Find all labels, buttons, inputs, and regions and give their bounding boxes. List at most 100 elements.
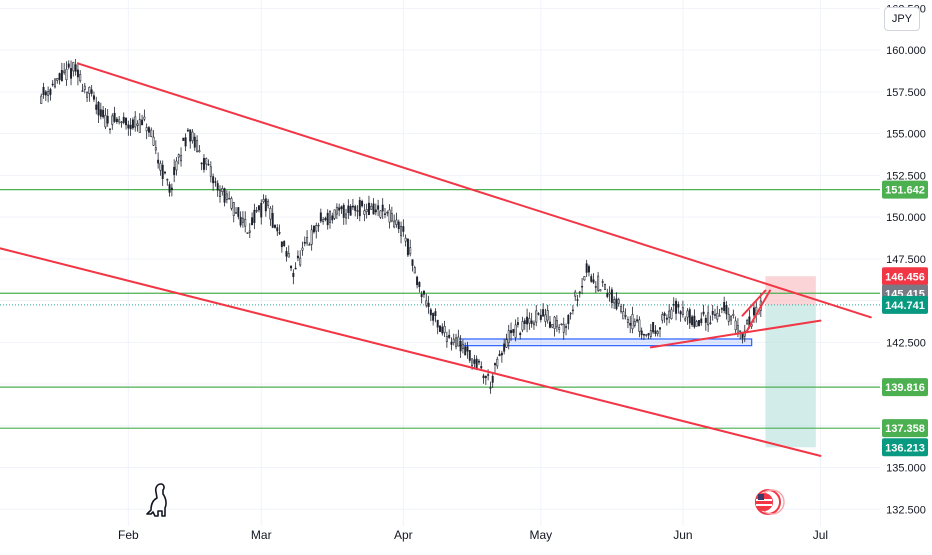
candle [583, 275, 586, 281]
candle-body [278, 232, 281, 234]
candle-body [329, 211, 331, 223]
price-label: 146.456 [882, 267, 928, 286]
candle [530, 312, 533, 328]
candle-body [480, 366, 483, 369]
price-label: 136.213 [882, 438, 928, 457]
candle-body [528, 318, 531, 324]
candle-body [484, 375, 487, 379]
candle [393, 214, 396, 229]
candle-body [473, 359, 476, 364]
candle-body [610, 289, 613, 303]
candle [496, 356, 499, 369]
candle-body [723, 302, 726, 311]
price-label: 151.642 [882, 180, 928, 199]
candle-body [157, 159, 160, 164]
candle-body [597, 275, 600, 291]
candle [574, 289, 577, 301]
y-tick-label: 142.500 [886, 337, 926, 349]
candle [397, 219, 400, 234]
candle-body [118, 119, 121, 123]
candle-body [42, 86, 45, 96]
position-layer [765, 276, 816, 448]
candle-body [109, 128, 111, 130]
candle [606, 288, 609, 299]
candle-body [200, 162, 203, 165]
price-label-text: 139.816 [885, 382, 925, 394]
time-axis[interactable]: Feb Mar Apr May Jun Jul [118, 528, 828, 542]
candle [727, 307, 730, 326]
candle-body [49, 89, 52, 95]
candle [459, 335, 462, 358]
candle-body [241, 217, 244, 223]
candle [118, 116, 121, 125]
candle-body [83, 85, 86, 90]
candle-body [695, 321, 698, 327]
candle-body [636, 319, 639, 322]
candle [173, 159, 176, 183]
candle [665, 314, 668, 326]
candle [97, 100, 100, 124]
candle [455, 333, 458, 350]
candle-body [141, 119, 144, 126]
candle [365, 203, 368, 219]
candle-body [345, 213, 348, 219]
candle-body [404, 237, 407, 242]
candle-body [386, 211, 389, 214]
candle-body [434, 311, 437, 317]
candle-body [450, 341, 453, 345]
candle-body [535, 310, 538, 323]
price-label-bg [882, 295, 928, 314]
candle-body [115, 118, 118, 123]
candle [269, 206, 272, 226]
candle-body [168, 184, 171, 193]
candle-body [665, 317, 668, 320]
candle [76, 62, 79, 86]
candle [115, 117, 118, 124]
candle [219, 185, 221, 203]
candle [549, 315, 551, 329]
candle-body [615, 298, 618, 310]
candle [276, 224, 279, 237]
price-label-bg [882, 419, 928, 438]
candle-body [367, 202, 370, 215]
trendline [649, 319, 822, 349]
candle [134, 111, 137, 132]
candle-body [626, 319, 629, 323]
candle [381, 198, 384, 220]
x-tick-label: Feb [118, 528, 139, 542]
candle [287, 245, 290, 258]
candle [157, 152, 160, 169]
candle-body [271, 213, 274, 228]
candle [443, 320, 446, 338]
candle [578, 290, 581, 298]
candle [88, 86, 91, 102]
candle [567, 314, 570, 330]
x-tick-label: Jul [813, 528, 828, 542]
candle-body [468, 350, 471, 361]
candle [638, 316, 641, 338]
candle [63, 63, 66, 75]
candle-body [691, 316, 694, 326]
candle [340, 205, 343, 214]
candle [505, 333, 508, 348]
candle-body [189, 129, 192, 142]
candle-body [409, 247, 412, 255]
candle-body [459, 341, 462, 352]
candle [127, 120, 130, 136]
candle [420, 291, 423, 304]
currency-badge[interactable]: JPY [884, 7, 920, 31]
candle-body [145, 127, 148, 132]
price-label-bg [882, 180, 928, 199]
candle-body [331, 215, 334, 221]
candle [255, 206, 258, 213]
candle [661, 311, 664, 324]
candle-body [287, 253, 290, 258]
candle-body [445, 336, 448, 342]
candle-body [427, 302, 430, 307]
candle [704, 314, 707, 331]
candle [640, 327, 643, 340]
candle [537, 312, 540, 316]
candle [434, 308, 437, 323]
